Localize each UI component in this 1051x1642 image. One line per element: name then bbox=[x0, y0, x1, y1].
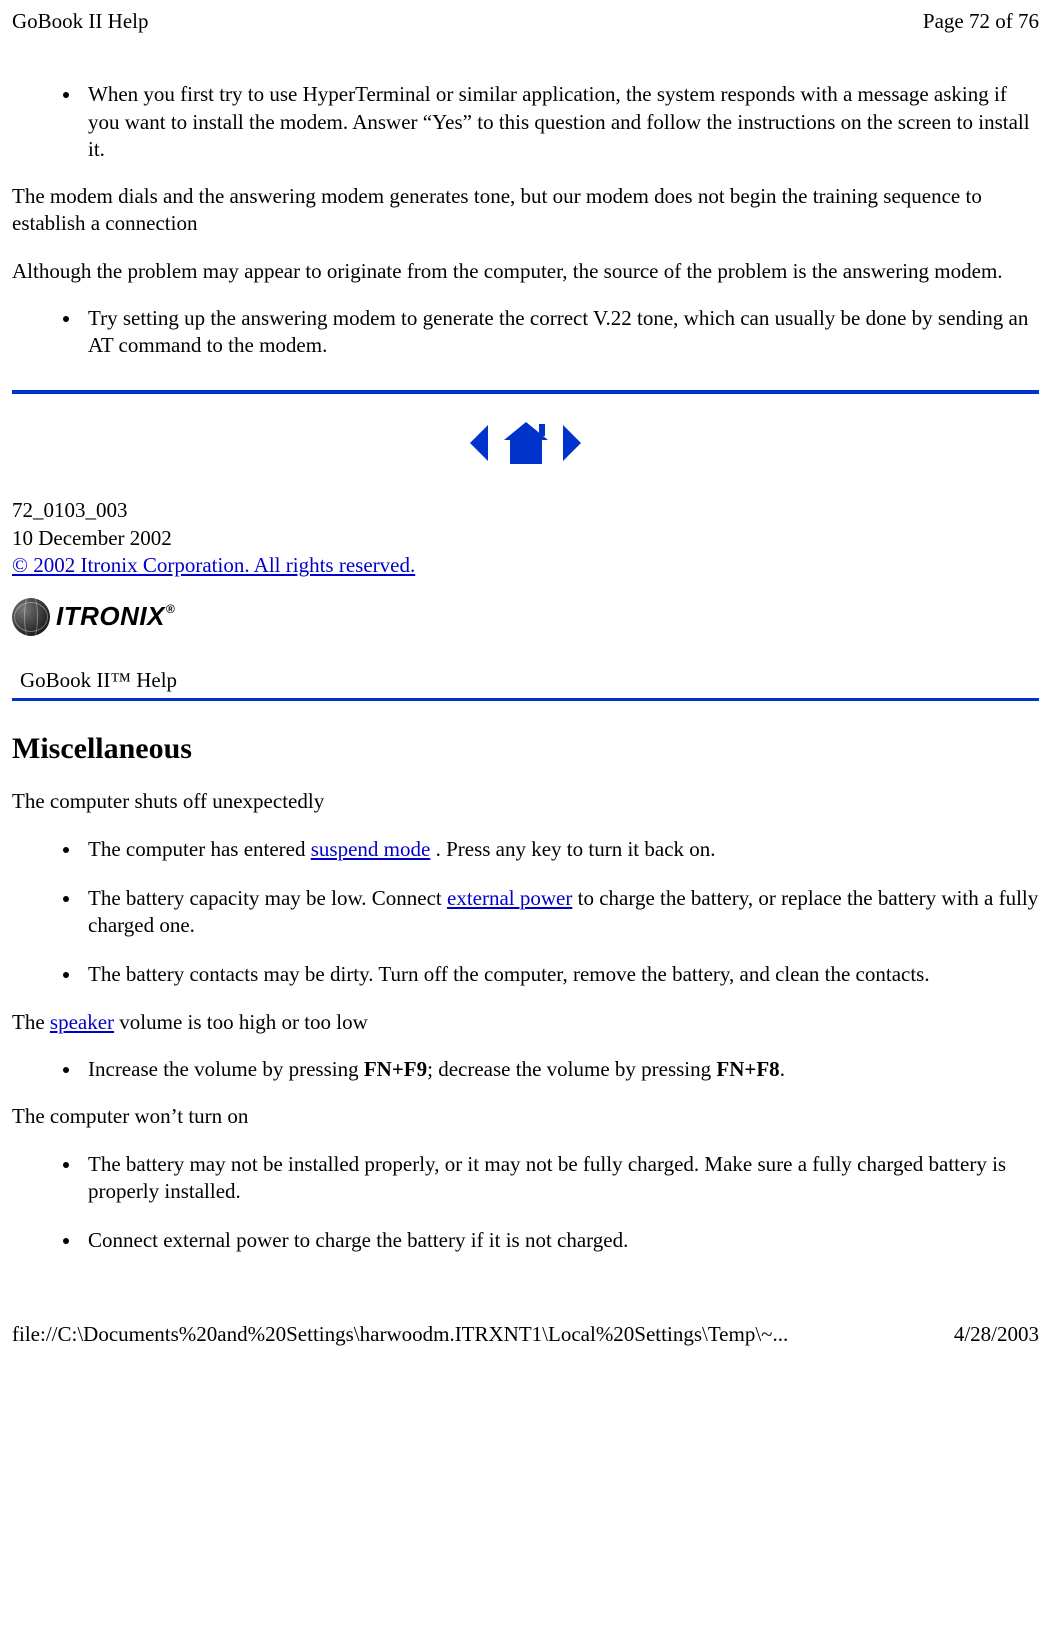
key-combo: FN+F9 bbox=[364, 1057, 427, 1081]
list-item: Increase the volume by pressing FN+F9; d… bbox=[82, 1056, 1039, 1083]
page-content: When you first try to use HyperTerminal … bbox=[0, 43, 1051, 1312]
text-fragment: . bbox=[780, 1057, 785, 1081]
doc-date: 10 December 2002 bbox=[12, 524, 1039, 552]
symptom-wont-turn-on: The computer won’t turn on bbox=[12, 1103, 1039, 1130]
copyright-link[interactable]: © 2002 Itronix Corporation. All rights r… bbox=[12, 553, 415, 577]
nav-icons bbox=[12, 418, 1039, 468]
list-item: Connect external power to charge the bat… bbox=[82, 1227, 1039, 1254]
header-page-info: Page 72 of 76 bbox=[923, 8, 1039, 35]
brand-logo: ITRONIX® bbox=[12, 598, 174, 636]
globe-icon bbox=[12, 598, 50, 636]
doc-number: 72_0103_003 bbox=[12, 496, 1039, 524]
problem-explanation-1: Although the problem may appear to origi… bbox=[12, 258, 1039, 285]
footer-path: file://C:\Documents%20and%20Settings\har… bbox=[12, 1321, 788, 1348]
footer-date: 4/28/2003 bbox=[954, 1321, 1039, 1348]
text-fragment: The battery capacity may be low. Connect bbox=[88, 886, 447, 910]
text-fragment: ; decrease the volume by pressing bbox=[427, 1057, 716, 1081]
text-fragment: The computer has entered bbox=[88, 837, 311, 861]
list-item: Try setting up the answering modem to ge… bbox=[82, 305, 1039, 360]
bullet-list-shutoff: The computer has entered suspend mode . … bbox=[12, 836, 1039, 989]
page-footer: file://C:\Documents%20and%20Settings\har… bbox=[0, 1313, 1051, 1356]
text-fragment: volume is too high or too low bbox=[114, 1010, 368, 1034]
text-fragment: The bbox=[12, 1010, 50, 1034]
list-item: The battery capacity may be low. Connect… bbox=[82, 885, 1039, 940]
nav-home-icon[interactable] bbox=[500, 418, 552, 468]
brand-name: ITRONIX® bbox=[56, 600, 174, 634]
symptom-shutoff: The computer shuts off unexpectedly bbox=[12, 788, 1039, 815]
external-power-link[interactable]: external power bbox=[447, 886, 572, 910]
problem-statement-1: The modem dials and the answering modem … bbox=[12, 183, 1039, 238]
bullet-list-speaker: Increase the volume by pressing FN+F9; d… bbox=[12, 1056, 1039, 1083]
section-divider bbox=[12, 390, 1039, 394]
speaker-link[interactable]: speaker bbox=[50, 1010, 114, 1034]
section-heading: Miscellaneous bbox=[12, 729, 1039, 768]
text-fragment: Increase the volume by pressing bbox=[88, 1057, 364, 1081]
symptom-speaker: The speaker volume is too high or too lo… bbox=[12, 1009, 1039, 1036]
page-header: GoBook II Help Page 72 of 76 bbox=[0, 0, 1051, 43]
text-fragment: . Press any key to turn it back on. bbox=[430, 837, 715, 861]
bullet-list-2: Try setting up the answering modem to ge… bbox=[12, 305, 1039, 360]
bullet-list-1: When you first try to use HyperTerminal … bbox=[12, 81, 1039, 163]
header-title: GoBook II Help bbox=[12, 8, 148, 35]
section-divider-thin bbox=[12, 698, 1039, 701]
list-item: The computer has entered suspend mode . … bbox=[82, 836, 1039, 863]
brand-subtitle: GoBook II™ Help bbox=[20, 667, 1039, 694]
list-item: The battery may not be installed properl… bbox=[82, 1151, 1039, 1206]
key-combo: FN+F8 bbox=[716, 1057, 779, 1081]
suspend-mode-link[interactable]: suspend mode bbox=[311, 837, 431, 861]
list-item: The battery contacts may be dirty. Turn … bbox=[82, 961, 1039, 988]
bullet-list-wont-turn-on: The battery may not be installed properl… bbox=[12, 1151, 1039, 1255]
nav-prev-icon[interactable] bbox=[464, 421, 494, 465]
brand-block: ITRONIX® GoBook II™ Help bbox=[12, 598, 1039, 695]
nav-next-icon[interactable] bbox=[557, 421, 587, 465]
list-item: When you first try to use HyperTerminal … bbox=[82, 81, 1039, 163]
